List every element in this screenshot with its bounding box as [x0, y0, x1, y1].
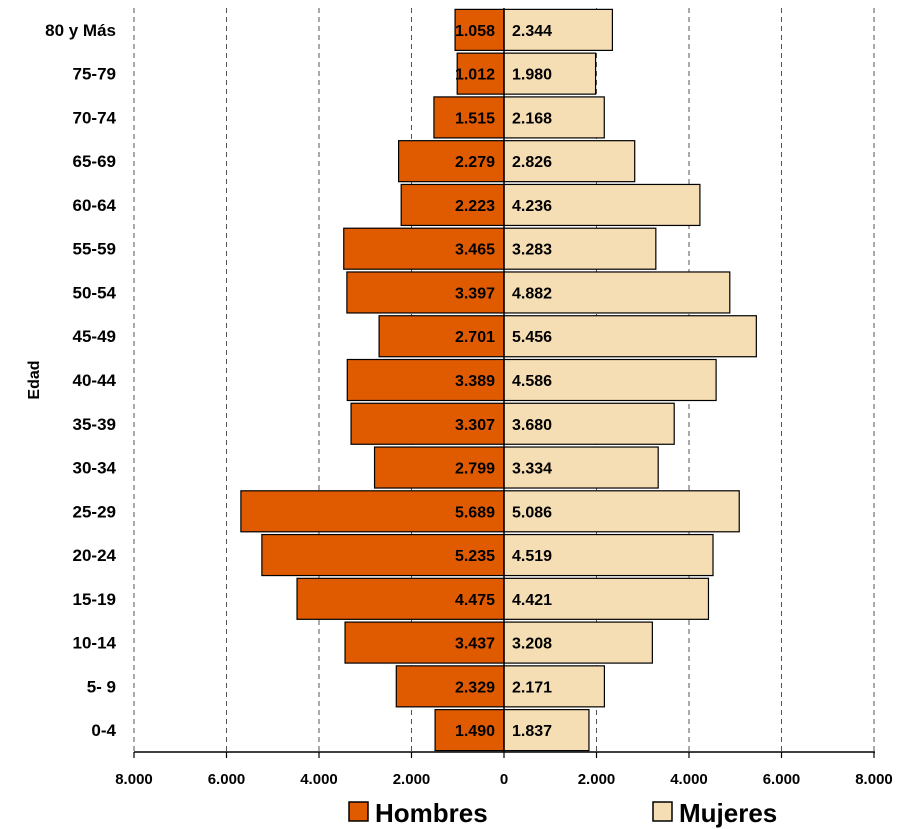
x-tick-label: 2.000: [578, 771, 616, 788]
legend-swatch-mujeres: [652, 801, 673, 822]
legend-swatch-hombres: [348, 801, 369, 822]
bar-mujeres: [503, 577, 710, 620]
bar-hombres: [456, 52, 505, 95]
value-label-hombres: 3.307: [455, 417, 495, 434]
category-label: 65-69: [73, 152, 116, 171]
value-label-hombres: 5.689: [455, 504, 495, 521]
legend-label-hombres: Hombres: [375, 798, 488, 828]
category-label: 35-39: [73, 415, 116, 434]
category-label: 0-4: [91, 721, 116, 740]
value-label-hombres: 2.279: [455, 154, 495, 171]
value-label-mujeres: 2.168: [512, 110, 552, 127]
bar-hombres: [261, 533, 505, 577]
value-label-hombres: 3.397: [455, 285, 495, 302]
category-label: 55-59: [73, 240, 116, 259]
value-label-hombres: 2.701: [455, 329, 495, 346]
bar-hombres: [373, 446, 505, 489]
value-label-mujeres: 3.283: [512, 242, 552, 259]
value-label-mujeres: 4.421: [512, 592, 552, 609]
x-tick-label: 2.000: [393, 771, 431, 788]
bar-hombres: [395, 665, 505, 708]
value-labels: 1.058 2.344 1.012 1.980 1.515 2.168 2.279 2.826…: [455, 23, 552, 740]
bar-mujeres: [503, 665, 606, 708]
value-label-hombres: 3.389: [455, 373, 495, 390]
bar-mujeres: [503, 227, 657, 270]
bar-hombres: [397, 140, 505, 183]
legend-label-mujeres: Mujeres: [679, 798, 777, 828]
value-label-mujeres: 4.236: [512, 198, 552, 215]
value-label-hombres: 1.490: [455, 723, 495, 740]
bar-mujeres: [503, 96, 605, 139]
category-label: 10-14: [73, 634, 117, 653]
bar-hombres: [346, 358, 505, 402]
bar-mujeres: [503, 52, 597, 95]
category-label: 15-19: [73, 590, 116, 609]
bar-mujeres: [503, 358, 717, 402]
category-label: 60-64: [73, 196, 117, 215]
value-label-hombres: 1.058: [455, 23, 495, 40]
y-axis-label: Edad: [26, 360, 43, 399]
value-label-mujeres: 2.171: [512, 679, 552, 696]
value-label-hombres: 3.437: [455, 636, 495, 653]
value-label-hombres: 1.012: [455, 67, 495, 84]
x-tick-label: 4.000: [300, 771, 338, 788]
value-label-mujeres: 3.680: [512, 417, 552, 434]
value-label-hombres: 4.475: [455, 592, 495, 609]
category-label: 45-49: [73, 327, 116, 346]
bar-hombres: [344, 621, 505, 664]
axes: [134, 8, 875, 753]
value-label-mujeres: 5.086: [512, 504, 552, 521]
bar-hombres: [378, 315, 505, 358]
value-label-mujeres: 2.344: [512, 23, 552, 40]
category-label: 40-44: [73, 371, 117, 390]
category-label: 50-54: [73, 283, 117, 302]
bar-mujeres: [503, 490, 740, 533]
bar-hombres: [240, 490, 505, 533]
value-label-hombres: 1.515: [455, 110, 495, 127]
category-label: 80 y Más: [45, 21, 116, 40]
value-label-hombres: 2.329: [455, 679, 495, 696]
bar-mujeres: [503, 402, 675, 445]
x-tick-label: 4.000: [670, 771, 708, 788]
category-label: 20-24: [73, 546, 117, 565]
category-label: 70-74: [73, 108, 117, 127]
category-labels: 80 y Más 75-79 70-74 65-69 60-64 55-59 50-54 45…: [45, 21, 116, 740]
bar-mujeres: [503, 533, 714, 577]
legend: Hombres Mujeres: [348, 798, 777, 828]
value-label-mujeres: 4.586: [512, 373, 552, 390]
x-tick-label: 0: [500, 771, 508, 788]
category-label: 75-79: [73, 65, 116, 84]
value-label-hombres: 5.235: [455, 548, 495, 565]
x-tick-label: 6.000: [208, 771, 246, 788]
x-tick-labels: 8.000 6.000 4.000 2.000 0 2.000 4.000 6.000 8.00…: [115, 752, 893, 788]
bar-mujeres: [503, 315, 757, 358]
value-label-hombres: 2.223: [455, 198, 495, 215]
bar-mujeres: [503, 140, 636, 183]
value-label-hombres: 2.799: [455, 461, 495, 478]
bar-mujeres: [503, 709, 590, 752]
value-label-mujeres: 5.456: [512, 329, 552, 346]
value-label-mujeres: 2.826: [512, 154, 552, 171]
x-tick-label: 8.000: [855, 771, 893, 788]
value-label-mujeres: 4.882: [512, 285, 552, 302]
category-label: 30-34: [73, 459, 117, 478]
value-label-hombres: 3.465: [455, 242, 495, 259]
bar-mujeres: [503, 446, 659, 489]
category-label: 5- 9: [87, 677, 116, 696]
x-tick-label: 8.000: [115, 771, 153, 788]
value-label-mujeres: 3.334: [512, 461, 552, 478]
x-tick-label: 6.000: [763, 771, 801, 788]
bar-hombres: [346, 271, 505, 314]
value-label-mujeres: 1.837: [512, 723, 552, 740]
bar-mujeres: [503, 271, 731, 314]
value-label-mujeres: 3.208: [512, 636, 552, 653]
bar-hombres: [434, 709, 505, 752]
bars: [240, 8, 757, 752]
category-label: 25-29: [73, 502, 116, 521]
bar-hombres: [296, 577, 505, 620]
value-label-mujeres: 1.980: [512, 67, 552, 84]
bar-hombres: [433, 96, 505, 139]
value-label-mujeres: 4.519: [512, 548, 552, 565]
